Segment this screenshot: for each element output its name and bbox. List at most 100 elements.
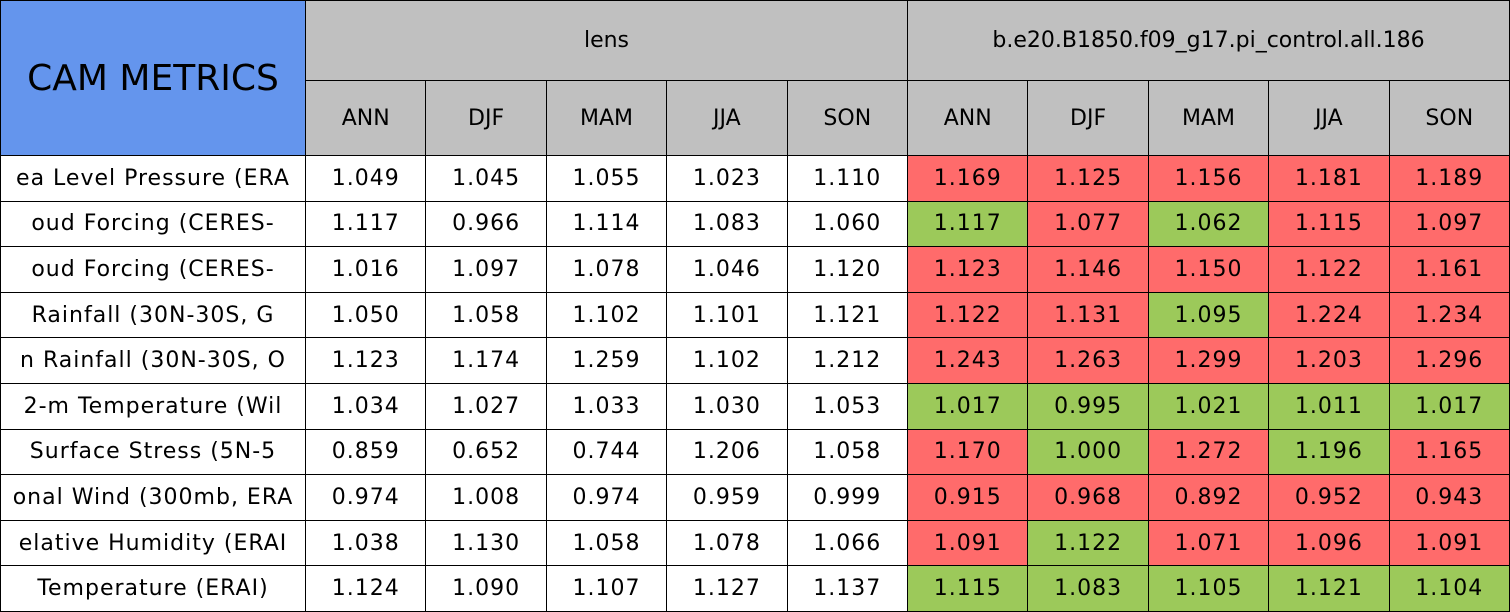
value-cell: 1.055 xyxy=(545,155,668,202)
value-cell: 1.122 xyxy=(1027,519,1149,567)
data-row: Rainfall (30N-30S, G 1.050 1.058 1.102 1.101… xyxy=(0,291,1510,339)
data-row: 2-m Temperature (Wil 1.034 1.027 1.033 1.030… xyxy=(0,382,1510,430)
value-cell: 1.127 xyxy=(666,565,788,612)
value-cell: 1.170 xyxy=(906,428,1029,476)
row-label: oud Forcing (CERES- xyxy=(0,246,306,293)
value-cell: 1.296 xyxy=(1388,337,1510,384)
value-cell: 1.058 xyxy=(425,291,547,339)
value-cell: 1.104 xyxy=(1388,565,1510,612)
value-cell: 1.105 xyxy=(1147,565,1270,612)
value-cell: 1.122 xyxy=(1268,246,1390,293)
value-cell: 1.030 xyxy=(666,382,788,430)
value-cell: 1.131 xyxy=(1027,291,1149,339)
value-cell: 1.049 xyxy=(304,155,427,202)
value-cell: 1.181 xyxy=(1268,155,1390,202)
value-cell: 0.968 xyxy=(1027,474,1149,521)
value-cell: 1.123 xyxy=(304,337,427,384)
value-cell: 1.299 xyxy=(1147,337,1270,384)
row-label: Rainfall (30N-30S, G xyxy=(0,291,306,339)
value-cell: 0.744 xyxy=(545,428,668,476)
value-cell: 1.027 xyxy=(425,382,547,430)
value-cell: 1.033 xyxy=(545,382,668,430)
value-cell: 1.097 xyxy=(425,246,547,293)
value-cell: 1.243 xyxy=(906,337,1029,384)
row-label: ea Level Pressure (ERA xyxy=(0,155,306,202)
data-row: onal Wind (300mb, ERA 0.974 1.008 0.974 0.95… xyxy=(0,474,1510,521)
value-cell: 1.096 xyxy=(1268,519,1390,567)
value-cell: 0.892 xyxy=(1147,474,1270,521)
value-cell: 1.102 xyxy=(545,291,668,339)
value-cell: 1.137 xyxy=(786,565,909,612)
value-cell: 1.115 xyxy=(1268,200,1390,248)
value-cell: 1.058 xyxy=(786,428,909,476)
value-cell: 1.058 xyxy=(545,519,668,567)
value-cell: 1.000 xyxy=(1027,428,1149,476)
value-cell: 1.078 xyxy=(666,519,788,567)
value-cell: 1.053 xyxy=(786,382,909,430)
season-row: ANN DJF MAM JJA SON ANN DJF MAM JJA SON xyxy=(1,80,1510,156)
data-row: n Rainfall (30N-30S, O 1.123 1.174 1.259 1.1… xyxy=(0,337,1510,384)
value-cell: 1.017 xyxy=(906,382,1029,430)
value-cell: 1.130 xyxy=(425,519,547,567)
row-label: Temperature (ERAI) xyxy=(0,565,306,612)
value-cell: 1.121 xyxy=(786,291,909,339)
value-cell: 1.034 xyxy=(304,382,427,430)
value-cell: 1.050 xyxy=(304,291,427,339)
season-header: DJF xyxy=(425,80,547,156)
value-cell: 1.102 xyxy=(666,337,788,384)
data-row: elative Humidity (ERAI 1.038 1.130 1.058 1.0… xyxy=(0,519,1510,567)
value-cell: 1.272 xyxy=(1147,428,1270,476)
value-cell: 1.150 xyxy=(1147,246,1270,293)
season-header: ANN xyxy=(304,80,427,156)
row-label: elative Humidity (ERAI xyxy=(0,519,306,567)
value-cell: 0.999 xyxy=(786,474,909,521)
value-cell: 1.071 xyxy=(1147,519,1270,567)
season-header: SON xyxy=(1388,80,1510,156)
season-header: DJF xyxy=(1027,80,1149,156)
value-cell: 1.117 xyxy=(304,200,427,248)
value-cell: 1.263 xyxy=(1027,337,1149,384)
value-cell: 1.189 xyxy=(1388,155,1510,202)
value-cell: 1.110 xyxy=(786,155,909,202)
value-cell: 1.206 xyxy=(666,428,788,476)
value-cell: 1.120 xyxy=(786,246,909,293)
value-cell: 0.974 xyxy=(545,474,668,521)
value-cell: 1.062 xyxy=(1147,200,1270,248)
value-cell: 1.121 xyxy=(1268,565,1390,612)
value-cell: 0.943 xyxy=(1388,474,1510,521)
value-cell: 1.115 xyxy=(906,565,1029,612)
value-cell: 1.016 xyxy=(304,246,427,293)
value-cell: 0.915 xyxy=(906,474,1029,521)
value-cell: 1.066 xyxy=(786,519,909,567)
value-cell: 1.146 xyxy=(1027,246,1149,293)
value-cell: 1.017 xyxy=(1388,382,1510,430)
value-cell: 1.091 xyxy=(1388,519,1510,567)
header-row: CAM METRICS lens b.e20.B1850.f09_g17.pi_co… xyxy=(0,0,1510,156)
value-cell: 1.008 xyxy=(425,474,547,521)
value-cell: 1.060 xyxy=(786,200,909,248)
row-label: onal Wind (300mb, ERA xyxy=(0,474,306,521)
value-cell: 1.156 xyxy=(1147,155,1270,202)
value-cell: 1.124 xyxy=(304,565,427,612)
value-cell: 1.196 xyxy=(1268,428,1390,476)
value-cell: 1.095 xyxy=(1147,291,1270,339)
value-cell: 1.169 xyxy=(906,155,1029,202)
value-cell: 1.045 xyxy=(425,155,547,202)
value-cell: 1.107 xyxy=(545,565,668,612)
group-header: lens xyxy=(305,0,908,81)
season-header: MAM xyxy=(545,80,668,156)
value-cell: 1.203 xyxy=(1268,337,1390,384)
row-label: oud Forcing (CERES- xyxy=(0,200,306,248)
value-cell: 1.234 xyxy=(1388,291,1510,339)
value-cell: 1.117 xyxy=(906,200,1029,248)
row-label: 2-m Temperature (Wil xyxy=(0,382,306,430)
value-cell: 1.114 xyxy=(545,200,668,248)
data-row: oud Forcing (CERES- 1.117 0.966 1.114 1.083 1… xyxy=(0,200,1510,248)
value-cell: 1.023 xyxy=(666,155,788,202)
value-cell: 1.091 xyxy=(906,519,1029,567)
value-cell: 0.974 xyxy=(304,474,427,521)
value-cell: 1.083 xyxy=(666,200,788,248)
season-header: JJA xyxy=(666,80,788,156)
value-cell: 1.097 xyxy=(1388,200,1510,248)
